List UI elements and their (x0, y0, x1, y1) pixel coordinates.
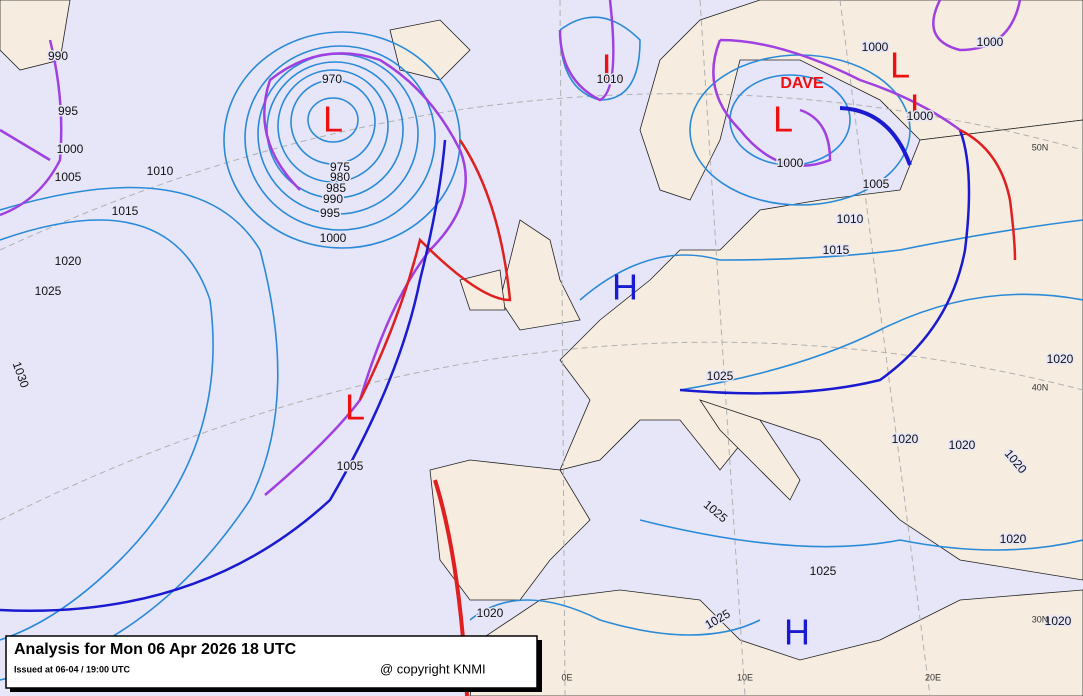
pressure-center: L (890, 45, 910, 86)
isobar-label: 990 (48, 49, 68, 63)
isobar-label: 1020 (949, 438, 976, 452)
title: Analysis for Mon 06 Apr 2026 18 UTC (14, 641, 297, 658)
grid-label: 40N (1032, 382, 1049, 392)
isobar-label: 1020 (1000, 532, 1027, 546)
isobar-label: 970 (322, 72, 342, 86)
isobar-label: 1015 (823, 243, 850, 257)
isobar-label: 1030 (10, 360, 32, 390)
isobar-label: 1025 (35, 284, 62, 298)
isobar-label: 1025 (701, 497, 731, 525)
issued: Issued at 06-04 / 19:00 UTC (14, 664, 131, 674)
isobar-label: 1020 (55, 254, 82, 268)
isobar-label: 995 (58, 104, 78, 118)
grid-label: 0E (561, 672, 572, 682)
pressure-center: L (773, 99, 793, 140)
isobar-label: 1010 (597, 72, 624, 86)
grid-label: 20E (925, 672, 941, 682)
isobar-label: 1000 (57, 142, 84, 156)
isobar-label: 990 (323, 192, 343, 206)
isobar-label: 1020 (892, 432, 919, 446)
isobar-label: 1015 (112, 204, 139, 218)
isobar-label: 1020 (477, 606, 504, 620)
isobar-label: 995 (320, 206, 340, 220)
pressure-center: H (784, 612, 810, 653)
isobar-label: 980 (330, 170, 350, 184)
pressure-center: L (602, 47, 622, 88)
grid-label: 50N (1032, 142, 1049, 152)
isobar-label: 985 (326, 181, 346, 195)
pressure-center: L (345, 387, 365, 428)
isobar-label: 1000 (977, 35, 1004, 49)
isobar-label: 1025 (810, 564, 837, 578)
isobar-label: 1025 (707, 369, 734, 383)
isobar-label: 1010 (147, 164, 174, 178)
isobar-label: 1020 (1047, 352, 1074, 366)
pressure-center: L (323, 99, 343, 140)
caption-box: Analysis for Mon 06 Apr 2026 18 UTC Issu… (5, 635, 542, 692)
isobar-label: 1005 (863, 177, 890, 191)
isobar-label: 1005 (337, 459, 364, 473)
isobar-label: 1005 (55, 170, 82, 184)
isobar-label: 1020 (1045, 614, 1072, 628)
grid-label: 30N (1032, 614, 1049, 624)
isobar-label: 1000 (862, 40, 889, 54)
copyright: @ copyright KNMI (380, 661, 486, 676)
isobar-label: 975 (330, 160, 350, 174)
pressure-center: L (910, 87, 930, 128)
grid-label: 10E (737, 672, 753, 682)
isobar-label: 1000 (777, 156, 804, 170)
isobar-label: 1010 (837, 212, 864, 226)
isobar-label: 1000 (907, 109, 934, 123)
system-name: DAVE (780, 75, 824, 92)
pressure-center: H (612, 267, 638, 308)
isobar-label: 1000 (320, 231, 347, 245)
